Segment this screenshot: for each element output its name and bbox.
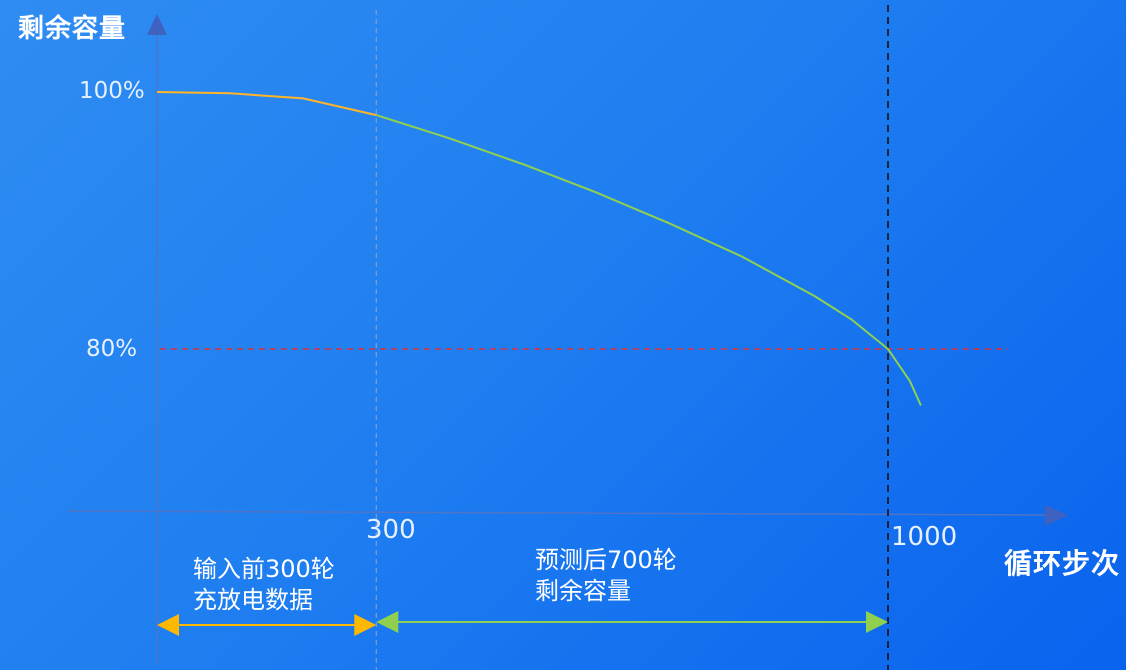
predict-span-arrow-left (376, 611, 399, 633)
x-axis (67, 510, 1046, 516)
x-axis-title: 循环步次 (1004, 547, 1121, 580)
y-tick-label-80: 80% (86, 336, 138, 362)
y-tick-label-100: 100% (79, 78, 145, 104)
y-axis-arrow (147, 14, 167, 35)
input-span-arrow-left (157, 614, 179, 636)
y-axis-title: 剩余容量 (18, 14, 127, 44)
predict-annotation-line1: 预测后700轮 (535, 546, 677, 574)
input-annotation-line2: 充放电数据 (193, 586, 313, 614)
predict-span-arrow-right (866, 611, 888, 633)
curve-predict-segment (375, 114, 922, 406)
input-annotation-line1: 输入前300轮 (193, 555, 335, 583)
x-axis-arrow (1045, 505, 1068, 526)
input-span-arrow-right (354, 614, 377, 636)
curve-input-segment (156, 91, 377, 117)
predict-annotation: 预测后700轮 剩余容量 (535, 545, 677, 607)
predict-annotation-line2: 剩余容量 (535, 577, 631, 605)
x-tick-label-1000: 1000 (891, 522, 958, 552)
x-tick-label-300: 300 (366, 515, 416, 545)
input-annotation: 输入前300轮 充放电数据 (193, 554, 335, 616)
